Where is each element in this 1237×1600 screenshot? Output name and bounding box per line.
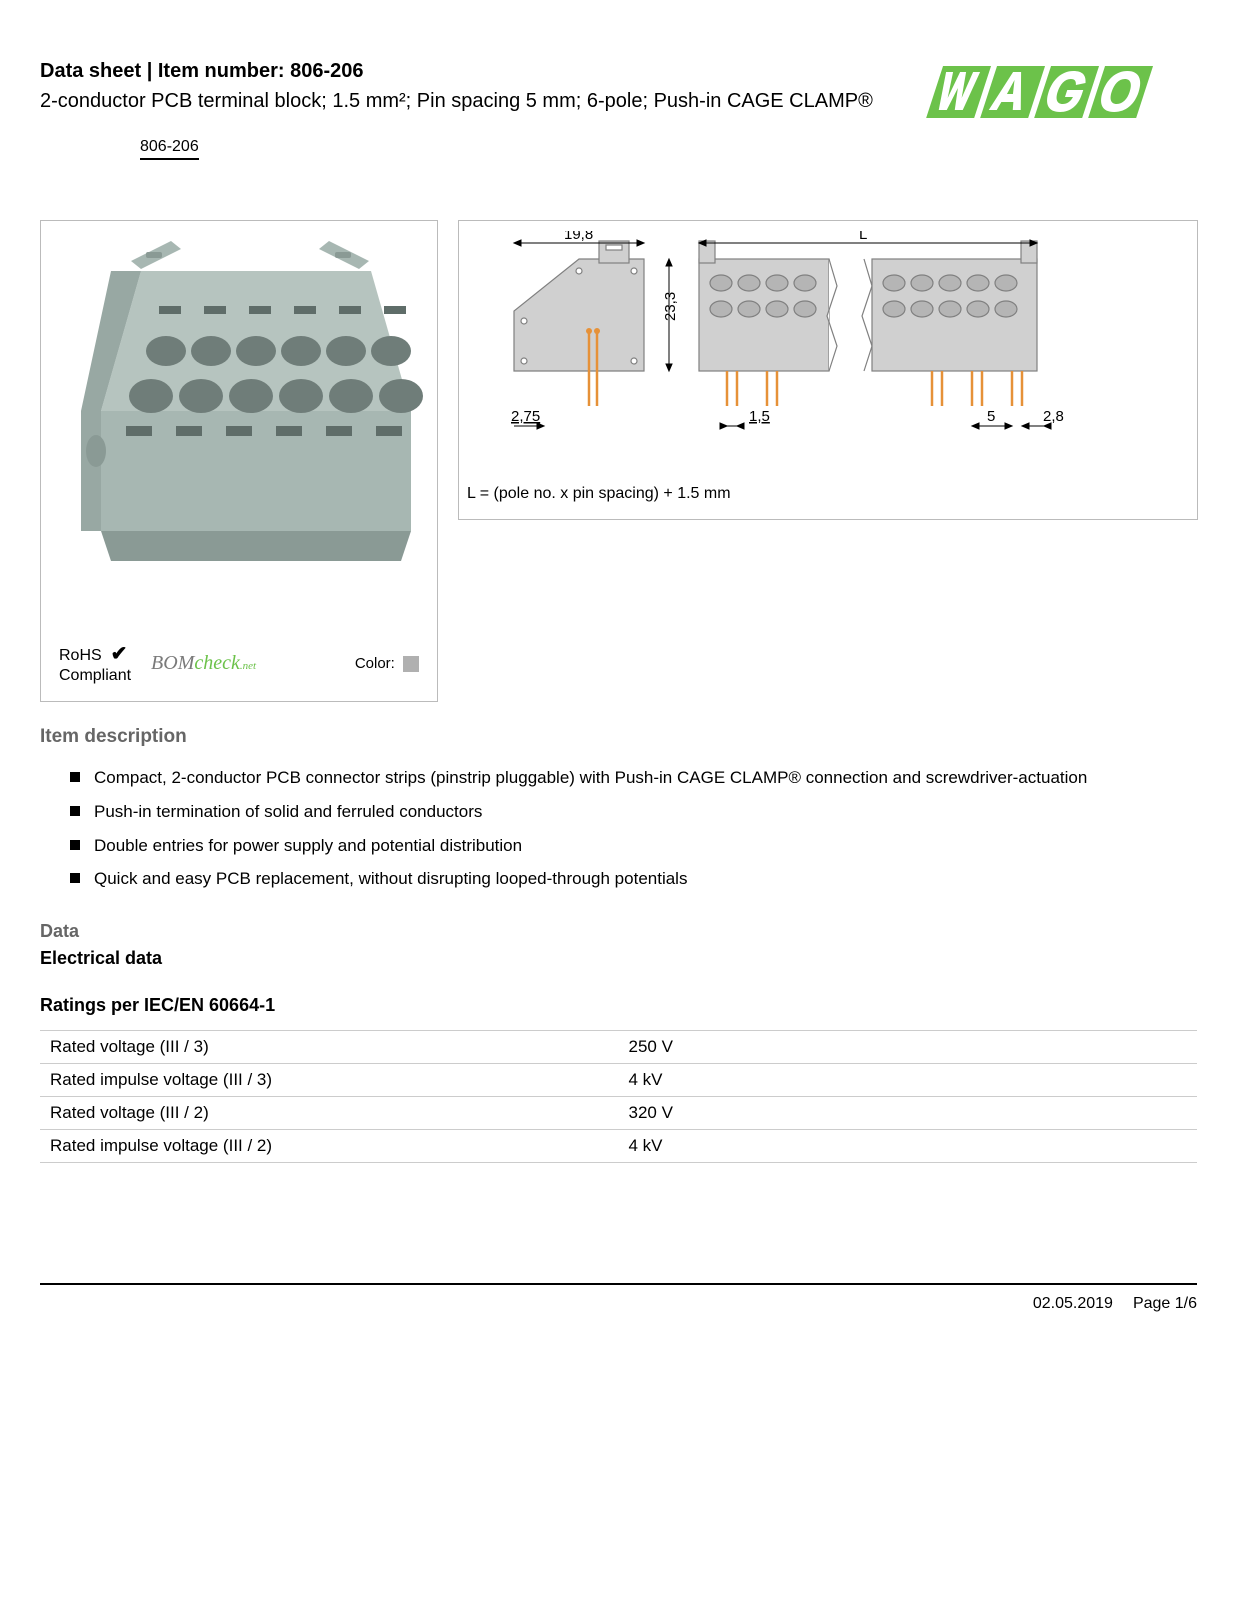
spec-label: Rated impulse voltage (III / 2) bbox=[40, 1130, 619, 1163]
badges-row: RoHS ✔ Compliant BOMcheck.net Color: bbox=[59, 642, 419, 685]
product-image-box: RoHS ✔ Compliant BOMcheck.net Color: bbox=[40, 220, 438, 702]
subtitle: 2-conductor PCB terminal block; 1.5 mm²;… bbox=[40, 87, 887, 115]
title-prefix: Data sheet | Item number: bbox=[40, 60, 290, 82]
footer-date: 02.05.2019 bbox=[1033, 1295, 1113, 1313]
ratings-heading: Ratings per IEC/EN 60664-1 bbox=[40, 995, 1197, 1016]
dim-spacing: 5 bbox=[987, 408, 995, 425]
description-text: Quick and easy PCB replacement, without … bbox=[94, 869, 687, 888]
bom-suffix: .net bbox=[240, 660, 256, 672]
images-row: RoHS ✔ Compliant BOMcheck.net Color: bbox=[40, 220, 1197, 702]
diagram-caption: L = (pole no. x pin spacing) + 1.5 mm bbox=[467, 485, 731, 503]
description-text: Push-in termination of solid and ferrule… bbox=[94, 802, 482, 821]
description-text: Compact, 2-conductor PCB connector strip… bbox=[94, 768, 1087, 787]
item-number-link[interactable]: 806-206 bbox=[140, 138, 199, 160]
dimension-diagram: 19,8 L 23,3 2,75 1,5 5 2,8 bbox=[469, 231, 1187, 461]
color-swatch bbox=[403, 656, 419, 672]
dim-length: L bbox=[859, 231, 867, 243]
header-text: Data sheet | Item number: 806-206 2-cond… bbox=[40, 60, 917, 220]
ratings-table: Rated voltage (III / 3) 250 V Rated impu… bbox=[40, 1030, 1197, 1163]
description-list: Compact, 2-conductor PCB connector strip… bbox=[40, 766, 1197, 891]
description-item: Quick and easy PCB replacement, without … bbox=[70, 867, 1197, 891]
color-label-text: Color: bbox=[355, 655, 395, 672]
dim-edge: 2,8 bbox=[1043, 408, 1064, 425]
bomcheck-badge: BOMcheck.net bbox=[151, 652, 256, 675]
rohs-label: RoHS bbox=[59, 647, 102, 664]
footer-page: Page 1/6 bbox=[1133, 1295, 1197, 1313]
header: Data sheet | Item number: 806-206 2-cond… bbox=[40, 60, 1197, 220]
data-heading: Data bbox=[40, 921, 1197, 942]
rohs-compliant: Compliant bbox=[59, 667, 131, 684]
title-line: Data sheet | Item number: 806-206 bbox=[40, 60, 887, 83]
rohs-badge: RoHS ✔ Compliant bbox=[59, 642, 131, 685]
table-row: Rated impulse voltage (III / 2) 4 kV bbox=[40, 1130, 1197, 1163]
dim-width: 19,8 bbox=[564, 231, 593, 243]
description-item: Push-in termination of solid and ferrule… bbox=[70, 800, 1197, 824]
item-description-heading: Item description bbox=[40, 726, 1197, 748]
table-row: Rated voltage (III / 2) 320 V bbox=[40, 1097, 1197, 1130]
table-row: Rated impulse voltage (III / 3) 4 kV bbox=[40, 1064, 1197, 1097]
dimension-diagram-box: 19,8 L 23,3 2,75 1,5 5 2,8 L = (pole no.… bbox=[458, 220, 1198, 520]
bom-check: check bbox=[194, 652, 240, 674]
table-row: Rated voltage (III / 3) 250 V bbox=[40, 1031, 1197, 1064]
spec-value: 250 V bbox=[619, 1031, 1198, 1064]
check-icon: ✔ bbox=[111, 643, 128, 665]
title-item-number: 806-206 bbox=[290, 60, 363, 82]
dim-height: 23,3 bbox=[662, 292, 679, 321]
spec-value: 4 kV bbox=[619, 1064, 1198, 1097]
electrical-data-heading: Electrical data bbox=[40, 948, 1197, 969]
spec-value: 4 kV bbox=[619, 1130, 1198, 1163]
footer: 02.05.2019 Page 1/6 bbox=[40, 1285, 1197, 1313]
dim-offset: 2,75 bbox=[511, 408, 540, 425]
spec-label: Rated voltage (III / 2) bbox=[40, 1097, 619, 1130]
dim-pin-gap: 1,5 bbox=[749, 408, 770, 425]
product-render bbox=[51, 231, 427, 611]
spec-value: 320 V bbox=[619, 1097, 1198, 1130]
wago-logo bbox=[917, 60, 1197, 130]
description-text: Double entries for power supply and pote… bbox=[94, 836, 522, 855]
description-item: Double entries for power supply and pote… bbox=[70, 834, 1197, 858]
spec-label: Rated voltage (III / 3) bbox=[40, 1031, 619, 1064]
bom-prefix: BOM bbox=[151, 652, 194, 674]
spec-label: Rated impulse voltage (III / 3) bbox=[40, 1064, 619, 1097]
description-item: Compact, 2-conductor PCB connector strip… bbox=[70, 766, 1197, 790]
color-indicator: Color: bbox=[355, 655, 419, 672]
